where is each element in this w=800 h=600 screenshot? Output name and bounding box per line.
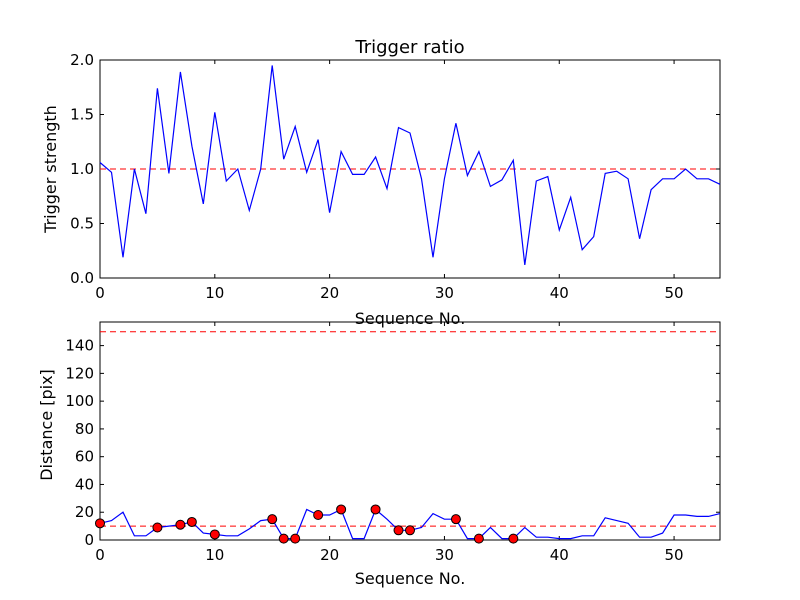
- data-point-marker: [267, 514, 278, 525]
- y-tick-label: 2.0: [70, 51, 94, 69]
- x-tick-label: 20: [320, 284, 339, 302]
- data-point-marker: [508, 533, 519, 544]
- x-tick-label: 10: [205, 546, 224, 564]
- data-point-marker: [336, 504, 347, 515]
- data-point-marker: [290, 533, 301, 544]
- x-tick-label: 40: [550, 546, 569, 564]
- y-tick-label: 100: [65, 392, 94, 410]
- data-point-marker: [405, 525, 415, 536]
- x-tick-label: 0: [95, 284, 105, 302]
- data-point-marker: [175, 519, 186, 530]
- y-tick-label: 140: [65, 337, 94, 355]
- y-tick-label: 0.5: [70, 215, 94, 233]
- distance-chart: 0 10 20 30 40 50 0 20 40 60 80 100 120 140 Sequence N…: [37, 321, 721, 588]
- y-tick-label: 0.0: [70, 269, 94, 287]
- data-point-marker: [450, 514, 461, 525]
- data-point-marker: [370, 504, 381, 515]
- data-point-marker: [186, 516, 197, 527]
- data-point-marker: [209, 529, 220, 540]
- y-axis-label: Trigger strength: [41, 105, 60, 234]
- trigger-ratio-chart: Trigger ratio 0 10 20 30 40 50 0.0 0.5 1.0 1.5 2.0…: [41, 37, 721, 328]
- data-point-marker: [313, 510, 324, 521]
- x-tick-label: 50: [665, 284, 684, 302]
- x-tick-label: 0: [95, 546, 105, 564]
- x-tick-label: 50: [665, 546, 684, 564]
- plot-frame: [99, 321, 721, 541]
- y-tick-label: 1.5: [70, 106, 94, 124]
- data-point-marker: [473, 533, 484, 544]
- x-tick-label: 20: [320, 546, 339, 564]
- data-point-marker: [152, 522, 163, 533]
- data-point-marker: [393, 525, 404, 536]
- x-tick-label: 30: [435, 284, 454, 302]
- y-tick-label: 80: [75, 420, 94, 438]
- x-axis-label: Sequence No.: [355, 569, 466, 588]
- x-axis-label: Sequence No.: [355, 309, 466, 328]
- data-point-marker: [95, 518, 105, 529]
- y-tick-label: 40: [75, 475, 94, 493]
- y-axis-label: Distance [pix]: [37, 369, 56, 481]
- y-tick-label: 0: [84, 531, 94, 549]
- x-tick-label: 10: [205, 284, 224, 302]
- y-tick-label: 60: [75, 448, 94, 466]
- x-tick-label: 30: [435, 546, 454, 564]
- y-tick-label: 120: [65, 364, 94, 382]
- series-line: [99, 65, 721, 265]
- y-tick-label: 1.0: [70, 160, 94, 178]
- y-tick-label: 20: [75, 503, 94, 521]
- data-point-marker: [278, 533, 289, 544]
- x-tick-label: 40: [550, 284, 569, 302]
- chart-title: Trigger ratio: [354, 37, 464, 58]
